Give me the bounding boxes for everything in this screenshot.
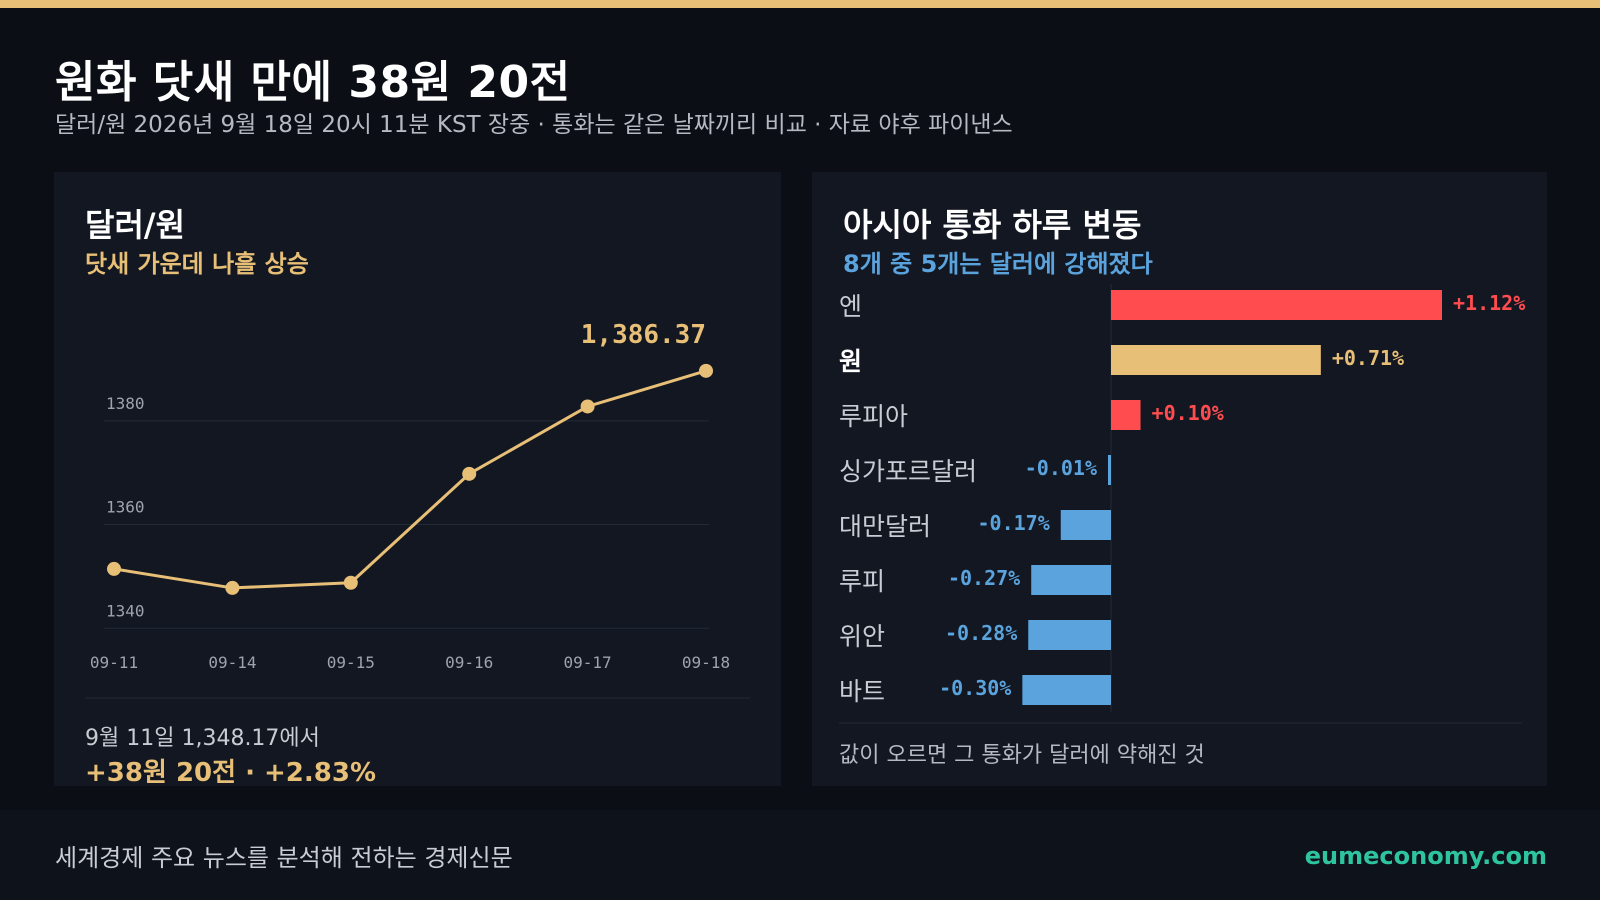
asia-fx-note: 값이 오르면 그 통화가 달러에 약해진 것 xyxy=(839,743,1205,768)
usdkrw-change-summary: +38원 20전 · +2.83% xyxy=(85,758,377,788)
x-tick-label: 09-14 xyxy=(208,653,256,672)
asia-fx-card-subtitle: 8개 중 5개는 달러에 강해졌다 xyxy=(843,250,1153,278)
footer-site-link[interactable]: eumeconomy.com xyxy=(1304,842,1547,870)
data-point xyxy=(225,580,240,595)
bar-value-label: +0.10% xyxy=(1152,401,1224,425)
bar-8 xyxy=(1022,675,1111,705)
bar-category-label: 원 xyxy=(839,347,862,376)
y-tick-label: 1340 xyxy=(106,601,145,620)
bar-1 xyxy=(1111,290,1442,320)
bar-5 xyxy=(1060,510,1111,540)
bar-category-label: 루피아 xyxy=(839,402,908,431)
bar-value-label: -0.27% xyxy=(948,566,1020,590)
x-tick-label: 09-15 xyxy=(327,653,375,672)
last-value-label: 1,386.37 xyxy=(581,320,706,350)
bar-value-label: +0.71% xyxy=(1332,346,1404,370)
usdkrw-base-note: 9월 11일 1,348.17에서 xyxy=(85,726,320,751)
footer-tagline: 세계경제 주요 뉴스를 분석해 전하는 경제신문 xyxy=(55,844,513,872)
asia-fx-bar-chart: 엔 +1.12% 원 +0.71% 루피아 +0.10% 싱가포르달러 -0.01% 대만달러 -… xyxy=(839,284,1525,724)
usdkrw-card-subtitle: 닷새 가운데 나흘 상승 xyxy=(85,250,309,278)
data-point xyxy=(107,561,121,576)
bar-2 xyxy=(1111,345,1321,375)
usdkrw-card: 달러/원 닷새 가운데 나흘 상승 1340 1360 1380 09-11 09-14… xyxy=(54,172,781,788)
bar-category-label: 엔 xyxy=(839,292,862,321)
bar-7 xyxy=(1028,620,1111,650)
bar-category-label: 싱가포르달러 xyxy=(839,457,977,486)
data-point xyxy=(699,363,713,378)
bar-value-label: -0.17% xyxy=(978,511,1050,535)
bar-category-label: 바트 xyxy=(839,677,885,706)
bar-category-label: 대만달러 xyxy=(839,512,931,541)
usdkrw-series-line xyxy=(113,369,707,590)
top-accent-bar xyxy=(0,0,1600,8)
bar-6 xyxy=(1031,565,1111,595)
usdkrw-line-chart: 1340 1360 1380 09-11 09-14 09-15 09-16 09-17 09-… xyxy=(85,320,750,699)
bar-value-label: -0.01% xyxy=(1025,456,1097,480)
x-tick-label: 09-17 xyxy=(564,653,612,672)
data-point xyxy=(343,575,358,590)
page-title: 원화 닷새 만에 38원 20전 xyxy=(55,57,571,108)
data-point xyxy=(580,399,595,414)
bar-value-label: -0.30% xyxy=(939,676,1011,700)
bar-category-label: 루피 xyxy=(839,567,885,596)
asia-fx-card-title: 아시아 통화 하루 변동 xyxy=(843,206,1142,244)
y-tick-label: 1360 xyxy=(106,498,145,517)
usdkrw-card-title: 달러/원 xyxy=(85,206,186,244)
bar-3 xyxy=(1111,400,1141,430)
x-tick-label: 09-11 xyxy=(90,653,138,672)
y-tick-label: 1380 xyxy=(106,394,145,413)
x-tick-label: 09-18 xyxy=(682,653,730,672)
asia-fx-card: 아시아 통화 하루 변동 8개 중 5개는 달러에 강해졌다 엔 +1.12% 원 +… xyxy=(812,172,1547,786)
bar-value-label: -0.28% xyxy=(945,621,1017,645)
footer-band xyxy=(0,810,1600,900)
bar-4 xyxy=(1108,455,1111,485)
data-point xyxy=(462,466,477,481)
bar-category-label: 위안 xyxy=(839,622,885,651)
page-subtitle: 달러/원 2026년 9월 18일 20시 11분 KST 장중 · 통화는 같… xyxy=(55,112,1013,138)
bar-value-label: +1.12% xyxy=(1453,291,1525,315)
x-tick-label: 09-16 xyxy=(445,653,493,672)
